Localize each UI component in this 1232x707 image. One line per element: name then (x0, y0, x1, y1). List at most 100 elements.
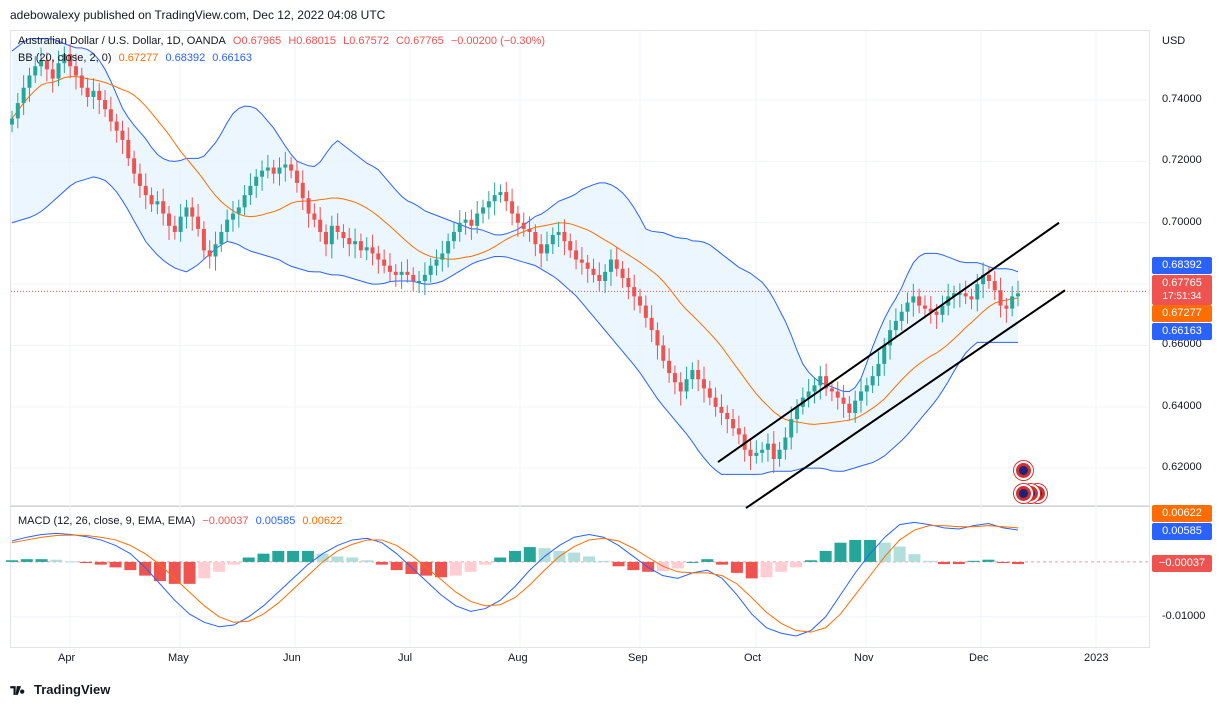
candle-body (643, 305, 648, 318)
candle-body (219, 231, 224, 245)
candle-body (527, 228, 532, 232)
macd-histogram-bar (375, 561, 388, 565)
candle-body (62, 54, 67, 64)
candle-body (585, 262, 590, 269)
candle-body (765, 443, 770, 450)
macd-histogram-bar (435, 561, 448, 578)
candle-body (300, 182, 305, 199)
candle-body (370, 247, 375, 254)
macd-legend: MACD (12, 26, close, 9, EMA, EMA) −0.000… (18, 515, 346, 527)
candle-body (44, 60, 49, 70)
candle-body (155, 201, 160, 205)
macd-histogram-bar (213, 561, 226, 572)
candle-body (574, 250, 579, 260)
au-flag-event-icon[interactable] (1014, 461, 1033, 480)
last-price-value: 0.67765 (1162, 277, 1202, 289)
bb-lower-line (11, 176, 1018, 475)
candle-body (998, 290, 1003, 306)
macd-tick-label: -0.01000 (1162, 609, 1206, 622)
candle-body (911, 296, 916, 303)
candle-body (748, 449, 753, 456)
macd-histogram-bar (612, 561, 625, 567)
candle-body (812, 385, 817, 392)
candle-body (707, 388, 712, 398)
macd-histogram-bar (819, 550, 832, 562)
price-tick-label: 0.62000 (1162, 461, 1202, 474)
candle-body (957, 293, 962, 295)
macd-histogram-bar (523, 547, 536, 562)
price-tick-label: 0.66000 (1162, 338, 1202, 351)
macd-histogram-bar (346, 557, 359, 562)
time-tick-label: 2023 (1084, 652, 1109, 664)
macd-title[interactable]: MACD (12, 26, close, 9, EMA, EMA) (18, 515, 196, 527)
time-tick-label: Apr (58, 652, 76, 664)
candle-body (260, 170, 265, 177)
last-price-tag: 0.67765 17:51:34 (1152, 275, 1212, 305)
bb-band-fill (12, 38, 1018, 475)
candle-body (225, 219, 230, 232)
candle-body (783, 437, 788, 450)
candle-body (882, 345, 887, 364)
macd-histogram-bar (183, 561, 196, 584)
legend-close: C0.67765 (396, 35, 444, 47)
macd-histogram-bar (316, 553, 329, 562)
macd-histogram-bar (686, 561, 699, 563)
candle-body (492, 195, 497, 202)
candle-body (533, 231, 538, 245)
time-tick-label: Sep (628, 652, 648, 664)
candle-body (544, 244, 549, 254)
candle-body (306, 198, 311, 214)
candle-body (393, 271, 398, 275)
candle-body (719, 406, 724, 413)
time-tick-label: May (168, 652, 189, 664)
candle-body (283, 164, 288, 168)
candle-body (329, 225, 334, 245)
candle-body (510, 201, 515, 214)
candle-body (806, 391, 811, 398)
candle-body (591, 268, 596, 275)
candle-body (475, 213, 480, 226)
price-tick-label: 0.70000 (1162, 215, 1202, 228)
macd-signal-value: 0.00622 (302, 515, 343, 527)
candle-body (731, 419, 736, 429)
candle-body (190, 207, 195, 217)
macd-line-tag: 0.00585 (1152, 523, 1212, 540)
macd-histogram-bar (864, 539, 877, 562)
bb-title[interactable]: BB (20, close, 2, 0) (18, 52, 112, 64)
au-flag-event-icon[interactable] (1014, 484, 1033, 503)
macd-histogram-bar (257, 553, 270, 562)
tradingview-logo[interactable]: TradingView (10, 682, 110, 697)
symbol-title[interactable]: Australian Dollar / U.S. Dollar, 1D, OAN… (18, 35, 226, 47)
candle-body (39, 60, 44, 67)
candle-body (85, 87, 90, 97)
bb-upper-value: 0.68392 (165, 52, 206, 64)
macd-histogram-bar (20, 559, 33, 562)
candle-body (853, 400, 858, 413)
macd-histogram-bar (509, 550, 521, 562)
candle-body (196, 216, 201, 229)
candle-body (33, 66, 38, 76)
macd-histogram-bar (198, 561, 211, 579)
candle-body (620, 268, 625, 278)
macd-signal-line (11, 525, 1019, 633)
macd-histogram-bar (760, 561, 773, 578)
macd-hist-value: −0.00037 (202, 515, 249, 527)
candle-body (178, 216, 183, 232)
macd-histogram-bar (479, 561, 492, 565)
time-tick-label: Dec (969, 652, 989, 664)
channel-upper-trendline (717, 221, 1060, 463)
legend-open: O0.67965 (232, 35, 282, 47)
candle-body (143, 185, 148, 196)
candle-body (568, 241, 573, 251)
candle-body (562, 231, 567, 242)
macd-histogram-bar (716, 561, 729, 565)
macd-histogram-bar (139, 561, 152, 576)
candle-body (777, 449, 782, 459)
candle-body (341, 231, 346, 239)
countdown-timer: 17:51:34 (1162, 291, 1202, 302)
candle-body (981, 274, 986, 285)
legend-change: −0.00200 (−0.30%) (450, 35, 546, 47)
candle-body (684, 379, 689, 392)
macd-histogram-bar (730, 561, 743, 573)
candle-body (597, 274, 602, 282)
